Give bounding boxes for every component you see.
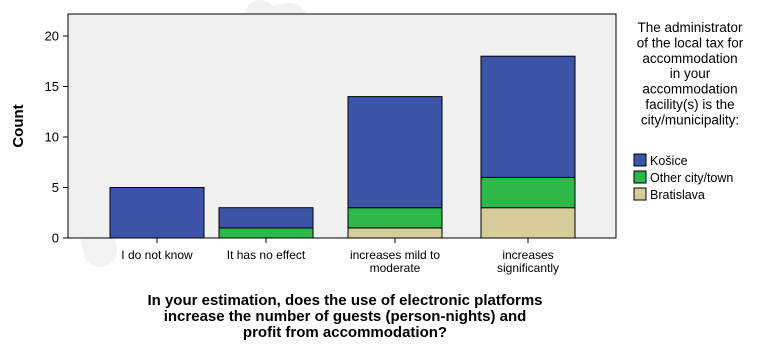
bar-segment xyxy=(480,176,576,209)
x-tick-label: increases mild to moderate xyxy=(350,248,440,275)
y-axis: 0 5 10 15 20 xyxy=(45,29,68,246)
x-axis-label-line: increase the number of guests (person-ni… xyxy=(164,308,527,325)
y-tick-label: 0 xyxy=(52,231,59,246)
x-axis: I do not know It has no effect increases m… xyxy=(121,238,559,275)
bar-segment xyxy=(218,227,314,239)
x-tick-label: I do not know xyxy=(121,248,193,262)
y-tick-label: 10 xyxy=(45,130,59,145)
bar-segment xyxy=(480,55,576,178)
y-tick-label: 20 xyxy=(45,29,59,44)
x-axis-label-line: profit from accommodation? xyxy=(243,324,447,341)
legend-title-line: accommodation xyxy=(642,51,737,66)
legend-title-line: in your xyxy=(670,66,711,81)
y-tick-label: 5 xyxy=(52,180,59,195)
legend-title: The administrator of the local tax for acc… xyxy=(637,20,744,127)
x-tick-label: It has no effect xyxy=(227,248,306,262)
legend-swatch xyxy=(633,153,647,167)
legend-item-label: Košice xyxy=(650,154,688,168)
legend-title-line: of the local tax for xyxy=(637,35,744,50)
bar-segment xyxy=(480,207,576,239)
bar-segment xyxy=(109,187,205,239)
legend-title-line: The administrator xyxy=(637,20,743,35)
legend-title-line: accommodation xyxy=(642,82,737,97)
y-tick-label: 15 xyxy=(45,79,59,94)
y-axis-label: Count xyxy=(10,104,27,147)
legend-swatch xyxy=(633,170,647,184)
bar-segment xyxy=(347,207,443,229)
bar-segment xyxy=(218,207,314,229)
bar-segment xyxy=(347,96,443,209)
x-tick-label-line: I do not know xyxy=(121,248,193,262)
legend-swatch xyxy=(633,187,647,201)
bars xyxy=(109,55,576,239)
legend-item-label: Bratislava xyxy=(650,188,705,202)
x-axis-label-line: In your estimation, does the use of elec… xyxy=(147,292,542,309)
x-tick-label-line: significantly xyxy=(497,261,559,275)
x-axis-label: In your estimation, does the use of elec… xyxy=(147,292,542,341)
x-tick-label-line: increases xyxy=(502,248,553,262)
x-tick-label-line: It has no effect xyxy=(227,248,306,262)
x-tick-label: increases significantly xyxy=(497,248,559,275)
legend: The administrator of the local tax for acc… xyxy=(633,20,744,202)
x-tick-label-line: moderate xyxy=(370,261,421,275)
legend-title-line: city/municipality: xyxy=(641,112,739,127)
legend-item-label: Other city/town xyxy=(650,171,733,185)
legend-title-line: facility(s) is the xyxy=(645,97,734,112)
x-tick-label-line: increases mild to xyxy=(350,248,440,262)
bar-segment xyxy=(347,227,443,239)
